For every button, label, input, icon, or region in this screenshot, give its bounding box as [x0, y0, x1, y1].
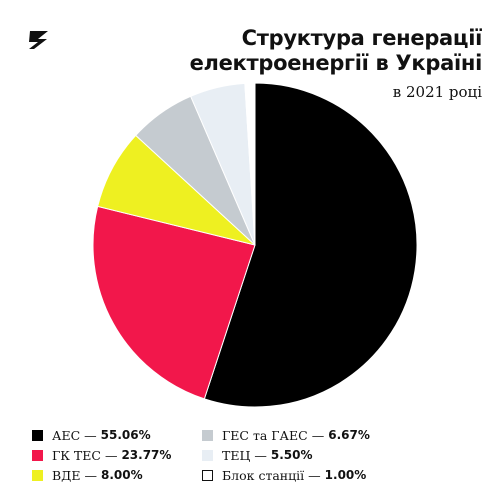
legend-label-ges-gaes: ГЕС та ГАЕС: [222, 427, 308, 443]
legend-value-tets: 5.50%: [270, 448, 313, 462]
legend-item-vde: ВДЕ — 8.00%: [32, 465, 143, 485]
legend-value-blok-stantsii: 1.00%: [324, 468, 367, 482]
legend-value-aes: 55.06%: [100, 428, 151, 442]
chart-title: Структура генерації електроенергії в Укр…: [189, 26, 483, 76]
chart-title-line-1: Структура генерації: [241, 26, 483, 50]
pie-slice-5: [244, 82, 256, 246]
legend-swatch-tets: [202, 449, 213, 461]
legend-item-gk-tes: ГК ТЕС — 23.77%: [32, 445, 171, 465]
pie-slice-1: [92, 205, 256, 400]
legend-separator: —: [104, 447, 118, 463]
legend-label-tets: ТЕЦ: [222, 447, 251, 463]
chart-subtitle: в 2021 році: [392, 83, 482, 101]
legend-separator: —: [308, 467, 321, 483]
legend-label-gk-tes: ГК ТЕС: [52, 447, 101, 463]
pie-slice-0: [203, 82, 418, 408]
legend-item-tets: ТЕЦ — 5.50%: [202, 445, 313, 465]
legend-swatch-vde: [32, 469, 43, 481]
chart-title-line-2: електроенергії в Україні: [189, 51, 483, 75]
legend-swatch-blok-stantsii: [202, 469, 213, 481]
legend-item-ges-gaes: ГЕС та ГАЕС — 6.67%: [202, 425, 370, 445]
legend-separator: —: [311, 427, 325, 443]
legend-separator: —: [84, 467, 97, 483]
legend-value-vde: 8.00%: [100, 468, 143, 482]
legend-label-blok-stantsii: Блок станції: [222, 467, 305, 483]
legend-item-blok-stantsii: Блок станції — 1.00%: [202, 465, 366, 485]
legend-value-ges-gaes: 6.67%: [328, 428, 370, 442]
legend-separator: —: [254, 447, 267, 463]
legend-label-aes: АЕС: [52, 427, 81, 443]
legend-label-vde: ВДЕ: [52, 467, 81, 483]
legend-value-gk-tes: 23.77%: [121, 448, 172, 462]
legend-item-aes: АЕС — 55.06%: [32, 425, 151, 445]
legend-swatch-ges-gaes: [202, 429, 213, 441]
legend-swatch-gk-tes: [32, 449, 43, 461]
legend: АЕС — 55.06% ГК ТЕС — 23.77% ВДЕ — 8.00%…: [32, 425, 472, 485]
legend-swatch-aes: [32, 429, 43, 441]
z-logo-icon: [29, 31, 48, 49]
legend-separator: —: [84, 427, 97, 443]
